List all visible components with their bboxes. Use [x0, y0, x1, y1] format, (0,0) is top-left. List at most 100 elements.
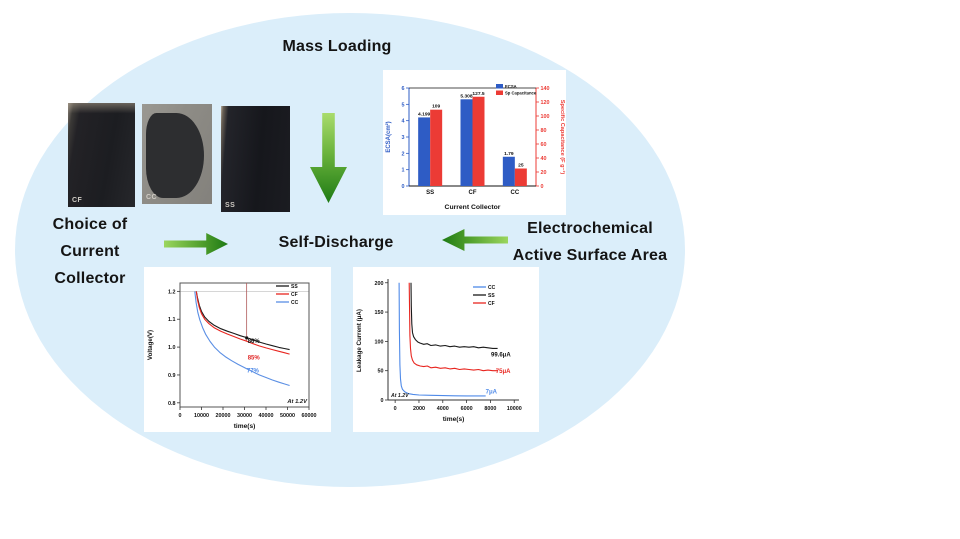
- choice-line-1: Choice of: [52, 216, 128, 233]
- svg-text:0: 0: [381, 398, 384, 404]
- series-SS-line: [410, 282, 498, 349]
- svg-text:86%: 86%: [248, 339, 261, 345]
- svg-text:Leakage Current (μA): Leakage Current (μA): [356, 309, 363, 372]
- bar-CF-capacitance: [472, 96, 485, 186]
- svg-text:2: 2: [402, 151, 405, 157]
- svg-text:1: 1: [402, 168, 405, 174]
- svg-text:60000: 60000: [302, 413, 317, 419]
- svg-text:40000: 40000: [259, 413, 274, 419]
- electrode-photo-ss: SS: [221, 106, 290, 212]
- background-ellipse: [15, 13, 685, 487]
- svg-text:10000: 10000: [507, 406, 522, 412]
- svg-text:ECSA(cm²): ECSA(cm²): [385, 121, 392, 152]
- svg-text:Specific Capacitance (F g⁻¹): Specific Capacitance (F g⁻¹): [559, 100, 566, 175]
- svg-text:0.8: 0.8: [168, 401, 176, 407]
- svg-text:20000: 20000: [216, 413, 231, 419]
- electrode-coating-blob: [146, 113, 204, 198]
- svg-text:CF: CF: [291, 292, 298, 298]
- leakage-current-chart-panel: 0 2000 4000 6000 8000 10000 0 50 100 150 200 time(s…: [353, 267, 539, 432]
- series-CF-line: [408, 282, 498, 372]
- mass-loading-title: Mass Loading: [282, 38, 392, 55]
- svg-text:time(s): time(s): [443, 416, 465, 423]
- svg-text:50000: 50000: [280, 413, 295, 419]
- self-discharge-voltage-chart: 0 10000 20000 30000 40000 50000 60000 0.8 0.9 1.0…: [147, 282, 317, 430]
- svg-text:2000: 2000: [413, 406, 425, 412]
- svg-text:5: 5: [402, 102, 405, 108]
- svg-text:SS: SS: [291, 284, 298, 290]
- svg-text:1.79: 1.79: [504, 151, 514, 157]
- svg-text:6000: 6000: [461, 406, 473, 412]
- svg-text:99.6μA: 99.6μA: [491, 353, 511, 359]
- svg-text:4: 4: [402, 119, 405, 125]
- svg-text:150: 150: [375, 310, 384, 316]
- svg-text:40: 40: [541, 156, 547, 162]
- svg-text:77%: 77%: [247, 369, 260, 375]
- series-CC-line: [398, 282, 486, 397]
- electrode-photo-cc: CC: [142, 104, 212, 204]
- bar-SS-ecsa: [418, 117, 431, 186]
- svg-text:109: 109: [432, 104, 440, 110]
- svg-text:100: 100: [541, 114, 550, 120]
- svg-text:0.9: 0.9: [168, 373, 176, 379]
- svg-text:20: 20: [541, 170, 547, 176]
- svg-text:120: 120: [541, 100, 550, 106]
- svg-text:25: 25: [518, 163, 524, 169]
- photo-label-ss: SS: [225, 202, 236, 209]
- svg-text:30000: 30000: [237, 413, 252, 419]
- svg-text:8000: 8000: [484, 406, 496, 412]
- svg-text:SS: SS: [426, 190, 434, 196]
- svg-text:Sp Capacitance: Sp Capacitance: [505, 91, 537, 96]
- svg-text:10000: 10000: [194, 413, 209, 419]
- svg-text:0: 0: [541, 184, 544, 190]
- choice-line-3: Collector: [54, 270, 126, 287]
- svg-text:CC: CC: [510, 190, 519, 196]
- svg-text:At 1.2V: At 1.2V: [286, 399, 308, 405]
- svg-text:time(s): time(s): [234, 423, 256, 430]
- self-discharge-voltage-chart-panel: 0 10000 20000 30000 40000 50000 60000 0.8 0.9 1.0…: [144, 267, 331, 432]
- svg-text:60: 60: [541, 142, 547, 148]
- svg-text:1.0: 1.0: [168, 345, 176, 351]
- svg-text:5.308: 5.308: [460, 93, 473, 99]
- series-CC-line: [194, 291, 290, 387]
- svg-text:127.5: 127.5: [472, 91, 485, 97]
- svg-text:CC: CC: [488, 285, 496, 291]
- svg-text:At 1.2V: At 1.2V: [390, 393, 409, 399]
- svg-text:7μA: 7μA: [486, 390, 498, 396]
- electrochemical-active-surface-area-title: Electrochemical Active Surface Area: [480, 215, 700, 269]
- svg-text:ECSA: ECSA: [505, 84, 517, 89]
- choice-of-current-collector-title: Choice of Current Collector: [20, 211, 160, 292]
- svg-text:1.2: 1.2: [168, 289, 176, 295]
- svg-text:4000: 4000: [437, 406, 449, 412]
- svg-text:3: 3: [402, 135, 405, 141]
- series-CF-line: [195, 291, 290, 355]
- svg-text:75μA: 75μA: [496, 369, 511, 375]
- svg-text:1.1: 1.1: [168, 317, 176, 323]
- bar-CC-capacitance: [514, 168, 527, 186]
- electrode-photo-cf: CF: [68, 103, 135, 207]
- svg-text:CF: CF: [488, 301, 495, 307]
- svg-text:CC: CC: [291, 300, 299, 306]
- bar-SS-capacitance: [430, 109, 443, 186]
- bar-CC-ecsa: [502, 156, 515, 186]
- svg-text:140: 140: [541, 86, 550, 92]
- svg-text:0: 0: [179, 413, 182, 419]
- easa-line-2: Active Surface Area: [512, 247, 668, 264]
- series-SS-line: [195, 291, 290, 351]
- ecsa-capacitance-bar-chart-panel: 0 1 2 3 4 5 6 0 20 40 60 80 100 120 140 4.199 109 SS 5.308…: [383, 70, 566, 215]
- self-discharge-title: Self-Discharge: [278, 234, 394, 251]
- svg-text:0: 0: [394, 406, 397, 412]
- photo-label-cc: CC: [146, 194, 158, 201]
- svg-text:4.199: 4.199: [418, 111, 431, 117]
- svg-text:Current Collector: Current Collector: [445, 204, 501, 211]
- easa-line-1: Electrochemical: [527, 220, 653, 237]
- svg-text:80: 80: [541, 128, 547, 134]
- svg-text:50: 50: [378, 369, 384, 375]
- photo-label-cf: CF: [72, 197, 83, 204]
- choice-line-2: Current: [60, 243, 120, 260]
- leakage-current-chart: 0 2000 4000 6000 8000 10000 0 50 100 150 200 time(s…: [356, 279, 522, 423]
- ecsa-capacitance-bar-chart: 01234560204060801001201404.199109SS5.308…: [385, 84, 566, 211]
- svg-text:200: 200: [375, 281, 384, 287]
- svg-text:100: 100: [375, 339, 384, 345]
- svg-text:0: 0: [402, 184, 405, 190]
- svg-text:6: 6: [402, 86, 405, 92]
